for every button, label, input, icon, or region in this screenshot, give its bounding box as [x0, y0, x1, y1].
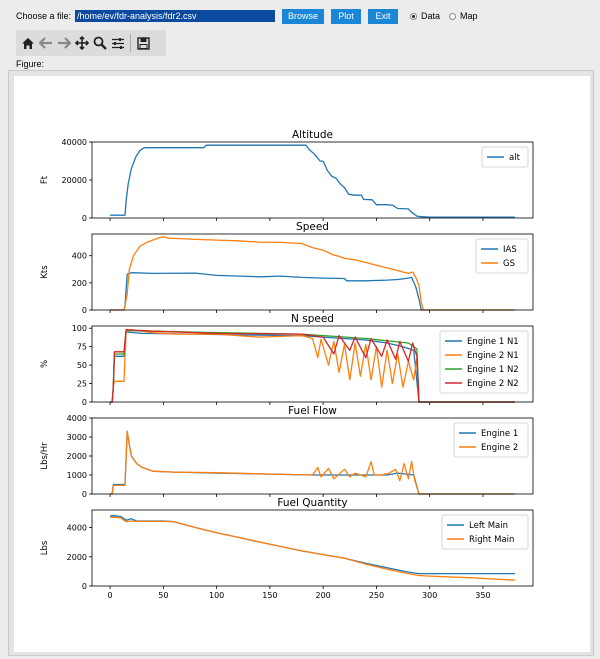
subplot-altitude: Altitude Ft 0 20000 40000 alt	[40, 129, 534, 223]
plots-svg: AltitudeFt02000040000altSpeedKts0200400I…	[40, 129, 534, 600]
radio-data[interactable]: Data	[410, 10, 440, 22]
legend-box	[453, 422, 529, 458]
legend-entry: Left Main	[469, 521, 508, 531]
y-tick-label: 1000	[67, 471, 87, 480]
y-tick-label: 2000	[67, 452, 87, 461]
y-tick-label: 4000	[67, 524, 87, 533]
plot-button[interactable]: Plot	[331, 9, 361, 24]
legend-entry: Engine 2 N2	[467, 379, 519, 389]
y-tick-label: 4000	[67, 414, 87, 423]
choose-file-label: Choose a file:	[16, 11, 72, 21]
series-line-engine-2-n2	[110, 329, 515, 403]
legend-entry: Engine 1	[481, 429, 518, 439]
x-tick-label: 250	[369, 591, 384, 600]
file-path-input[interactable]	[75, 10, 275, 22]
y-tick-label: 0	[82, 398, 87, 407]
chart-title: N speed	[291, 313, 334, 325]
x-tick-label: 300	[422, 591, 437, 600]
radio-map[interactable]: Map	[449, 10, 478, 22]
series-line-ias	[110, 272, 515, 311]
exit-button[interactable]: Exit	[368, 9, 398, 24]
y-tick-label: 100	[72, 324, 87, 333]
back-arrow-icon[interactable]	[37, 33, 55, 53]
subplot-n-speed: N speed% 0 25 50 75 100 Engine 1 N1 Engine 2 N1…	[40, 313, 534, 407]
series-line-gs	[110, 236, 515, 311]
legend-entry: alt	[509, 153, 521, 163]
y-tick-label: 40000	[62, 138, 87, 147]
y-tick-label: 20000	[62, 176, 87, 185]
y-tick-label: 0	[82, 490, 87, 499]
x-tick-label: 0	[108, 591, 113, 600]
legend-box	[441, 514, 529, 550]
subplot-fuel-quantity: Fuel Quantity Lbs 0 2000 4000 0 50 100 150 200 250…	[40, 497, 534, 600]
figure-label: Figure:	[16, 59, 45, 69]
figure-canvas: Altitude Ft 0 20000 40000 alt Speed Kts 0 200 400 I…	[14, 76, 590, 652]
y-tick-label: 0	[82, 582, 87, 591]
save-icon[interactable]	[134, 33, 152, 53]
radio-data-indicator	[410, 12, 417, 20]
y-axis-label: Ft	[40, 175, 50, 184]
legend-entry: IAS	[503, 245, 517, 255]
legend-entry: Engine 1 N1	[467, 337, 519, 347]
x-tick-label: 100	[209, 591, 224, 600]
y-tick-label: 25	[77, 380, 87, 389]
y-tick-label: 400	[72, 252, 87, 261]
legend-entry: Right Main	[469, 535, 514, 545]
subplot-fuel-flow: Fuel Flow Lbs/Hr 0 1000 2000 3000 4000 Engine 1…	[40, 405, 534, 499]
chart-title: Altitude	[292, 129, 333, 141]
chart-title: Fuel Flow	[288, 405, 337, 417]
y-tick-label: 3000	[67, 433, 87, 442]
toolbar-separator	[130, 34, 131, 52]
x-tick-label: 350	[475, 591, 490, 600]
pan-icon[interactable]	[73, 33, 91, 53]
configure-subplots-icon[interactable]	[109, 33, 127, 53]
legend-entry: GS	[503, 259, 515, 269]
legend-box	[475, 238, 529, 274]
x-tick-label: 150	[262, 591, 277, 600]
radio-map-label: Map	[460, 11, 478, 21]
y-tick-label: 2000	[67, 553, 87, 562]
file-chooser-row: Choose a file: Browse Plot Exit Data Map	[0, 0, 600, 30]
y-tick-label: 200	[72, 279, 87, 288]
radio-data-label: Data	[421, 11, 441, 21]
y-axis-label: %	[40, 360, 50, 368]
series-line-engine-2	[110, 430, 515, 495]
forward-arrow-icon[interactable]	[55, 33, 73, 53]
y-tick-label: 0	[82, 306, 87, 315]
axes-frame	[91, 417, 534, 495]
axes-frame	[91, 325, 534, 403]
chart-title: Speed	[296, 221, 329, 233]
y-tick-label: 50	[77, 361, 87, 370]
axes-frame	[91, 509, 534, 587]
zoom-icon[interactable]	[91, 33, 109, 53]
browse-button[interactable]: Browse	[282, 9, 324, 24]
series-line-alt	[110, 144, 515, 218]
legend-box	[439, 330, 529, 394]
y-axis-label: Lbs	[40, 540, 50, 555]
y-axis-label: Lbs/Hr	[40, 442, 50, 470]
y-tick-label: 0	[82, 214, 87, 223]
axes-frame	[91, 233, 534, 311]
y-tick-label: 75	[77, 343, 87, 352]
radio-map-indicator	[449, 12, 456, 20]
x-tick-label: 200	[316, 591, 331, 600]
subplot-speed: Speed Kts 0 200 400 IAS GS	[40, 221, 534, 315]
axes-frame	[91, 141, 534, 219]
legend-entry: Engine 1 N2	[467, 365, 519, 375]
legend-entry: Engine 2 N1	[467, 351, 519, 361]
plot-toolbar	[16, 30, 166, 56]
legend-entry: Engine 2	[481, 443, 518, 453]
chart-title: Fuel Quantity	[277, 497, 347, 509]
series-line-right-main	[110, 516, 515, 581]
y-axis-label: Kts	[40, 265, 50, 279]
x-tick-label: 50	[158, 591, 168, 600]
legend-box	[481, 146, 529, 168]
home-icon[interactable]	[19, 33, 37, 53]
